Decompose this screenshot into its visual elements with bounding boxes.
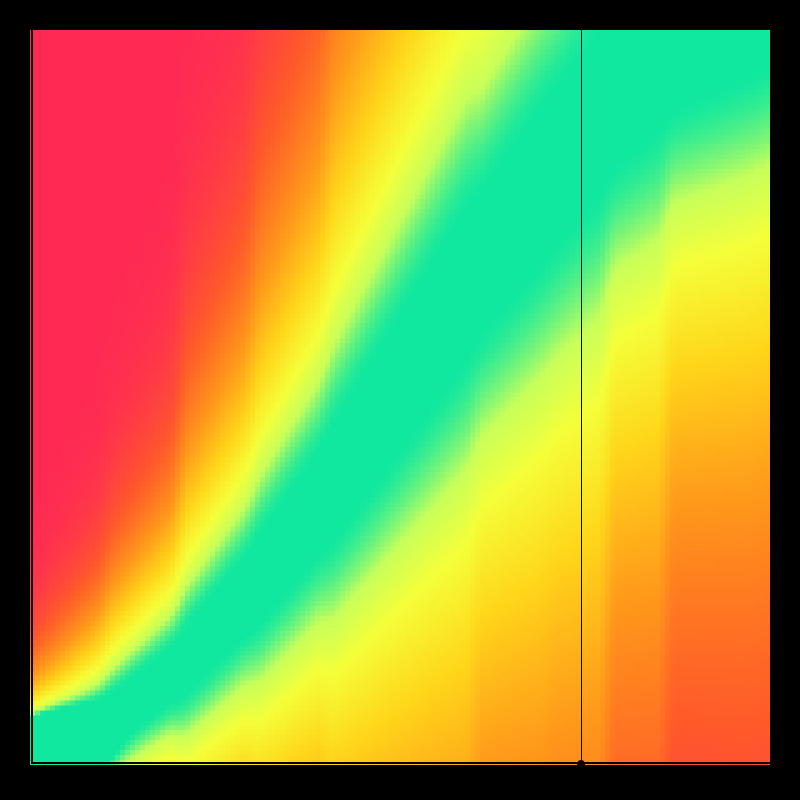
watermark-text: TheBottleneck.com <box>567 4 770 30</box>
heatmap-plot <box>30 30 770 765</box>
marker-dot <box>577 760 585 768</box>
marker-vertical-line <box>581 30 582 764</box>
y-axis-line <box>31 30 33 764</box>
heatmap-canvas <box>30 30 770 765</box>
x-axis-line <box>31 762 770 764</box>
